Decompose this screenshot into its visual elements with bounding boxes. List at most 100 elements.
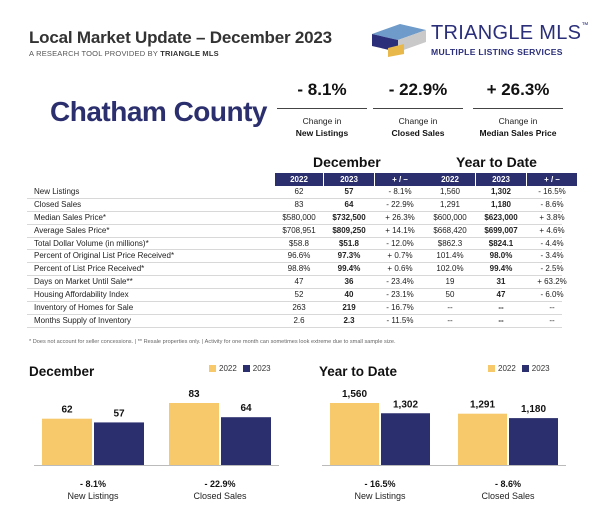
table-cell: 36: [344, 277, 354, 287]
row-label: New Listings: [34, 187, 80, 196]
logo-tagline: MULTIPLE LISTING SERVICES: [431, 47, 563, 57]
legend-label-2022: 2022: [498, 364, 516, 373]
table-row: Inventory of Homes for Sale 263 219 - 16.7%…: [27, 302, 562, 315]
column-header: 2023: [476, 173, 526, 186]
subtitle-prefix: A RESEARCH TOOL PROVIDED BY: [29, 49, 158, 58]
bar-value-label: 1,560: [342, 389, 367, 400]
table-cell: $623,000: [484, 212, 518, 222]
kpi-divider: [373, 108, 463, 109]
category-label: New Listings: [354, 491, 406, 501]
table-cell: 2.3: [343, 315, 355, 325]
legend-swatch-2023: [242, 365, 250, 372]
table-cell: - 8.6%: [540, 199, 564, 209]
chart-legend-december: 2022 2023: [203, 364, 271, 373]
bar-2022: [42, 418, 92, 465]
kpi-new-listings: - 8.1% Change in New Listings: [277, 80, 367, 138]
table-cell: - 23.1%: [386, 290, 414, 300]
bar-value-label: 62: [61, 405, 73, 416]
kpi-metric: Median Sales Price: [479, 128, 557, 138]
kpi-metric: Closed Sales: [391, 128, 445, 138]
kpi-median-sales-price: + 26.3% Change in Median Sales Price: [473, 80, 563, 138]
row-label: Percent of List Price Received*: [34, 264, 145, 274]
table-cell: 102.0%: [436, 264, 464, 274]
table-cell: - 2.5%: [540, 264, 564, 274]
category-change-label: - 16.5%: [364, 479, 395, 489]
report-subtitle: A RESEARCH TOOL PROVIDED BY TRIANGLE MLS: [29, 49, 219, 58]
table-row: Total Dollar Volume (in millions)* $58.8 $…: [27, 238, 564, 251]
report-title: Local Market Update – December 2023: [29, 28, 332, 47]
table-cell: --: [549, 315, 555, 325]
chart-title-december: December: [29, 364, 95, 379]
table-cell: 62: [294, 187, 304, 196]
table-row: Percent of Original List Price Received*…: [27, 250, 564, 264]
legend-swatch-2023: [521, 365, 529, 372]
column-header: + / –: [527, 173, 577, 186]
legend-label-2023: 2023: [531, 364, 550, 373]
table-cell: $58.8: [288, 238, 310, 248]
table-cell: + 0.7%: [387, 251, 413, 261]
triangle-mls-logo: TRIANGLE MLS™ MULTIPLE LISTING SERVICES: [370, 20, 588, 66]
category-label: New Listings: [67, 491, 119, 501]
table-cell: - 23.4%: [386, 277, 414, 287]
logo-mark-icon: [372, 24, 426, 57]
table-cell: 96.6%: [287, 251, 311, 261]
legend-label-2022: 2022: [219, 364, 237, 373]
bar-2023: [94, 422, 144, 465]
table-cell: --: [549, 303, 555, 313]
table-cell: + 26.3%: [385, 212, 415, 222]
row-label: Average Sales Price*: [34, 225, 110, 235]
chart-legend-ytd: 2022 2023: [482, 364, 550, 373]
category-label: Closed Sales: [481, 491, 535, 501]
table-header-row: 2022 2023 + / –2022 2023 + / –: [27, 173, 577, 186]
table-cell: 31: [496, 277, 506, 287]
bar-value-label: 57: [113, 408, 125, 419]
table-cell: 52: [294, 290, 304, 300]
bar-2023: [221, 417, 271, 465]
table-cell: 98.0%: [489, 251, 513, 261]
column-header: 2022: [425, 173, 475, 186]
table-row: Median Sales Price* $580,000 $732,500 + 26.…: [27, 212, 565, 225]
table-section-ytd: Year to Date: [456, 154, 537, 170]
kpi-value: - 8.1%: [297, 80, 347, 99]
bar-2022: [169, 403, 219, 465]
bar-value-label: 83: [188, 389, 200, 400]
category-change-label: - 8.6%: [495, 479, 521, 489]
table-cell: 50: [445, 290, 455, 300]
bar-2023: [509, 418, 558, 465]
table-cell: 1,291: [439, 199, 461, 209]
table-cell: 2.6: [293, 315, 305, 325]
table-cell: - 3.4%: [540, 251, 564, 261]
county-name: Chatham County: [50, 96, 268, 127]
row-label: Median Sales Price*: [34, 212, 107, 222]
column-header: 2022: [275, 173, 323, 186]
table-cell: --: [498, 315, 504, 325]
row-label: Percent of Original List Price Received*: [34, 251, 175, 261]
table-cell: + 63.2%: [537, 277, 567, 287]
kpi-caption: Change in: [398, 116, 438, 126]
table-cell: - 4.4%: [540, 238, 564, 248]
table-row: Housing Affordability Index 52 40 - 23.1% 50…: [27, 289, 564, 303]
table-cell: $668,420: [433, 225, 467, 235]
ytd-bar-chart: 1,560 1,302 - 16.5% New Listings 1,291 1,180 -…: [322, 389, 566, 501]
row-label: Days on Market Until Sale**: [34, 277, 133, 287]
table-cell: 83: [294, 199, 304, 209]
table-cell: $699,007: [484, 225, 518, 235]
row-label: Housing Affordability Index: [34, 290, 129, 300]
bar-value-label: 1,302: [393, 399, 418, 410]
kpi-divider: [473, 108, 563, 109]
table-cell: --: [498, 303, 504, 313]
table-cell: 47: [294, 277, 304, 287]
table-cell: 1,560: [439, 187, 461, 196]
table-cell: 47: [496, 290, 506, 300]
category-change-label: - 8.1%: [80, 479, 106, 489]
table-row: Months Supply of Inventory 2.6 2.3 - 11.5% -…: [27, 315, 562, 328]
bar-value-label: 64: [240, 403, 252, 414]
row-label: Months Supply of Inventory: [34, 315, 131, 325]
bar-2023: [381, 413, 430, 465]
table-cell: $51.8: [338, 238, 360, 248]
table-cell: 263: [292, 303, 306, 313]
table-footnote: * Does not account for seller concession…: [29, 339, 396, 345]
table-row: Percent of List Price Received* 98.8% 99.4…: [27, 263, 564, 277]
kpi-value: - 22.9%: [388, 80, 448, 99]
table-cell: 1,180: [490, 199, 512, 209]
